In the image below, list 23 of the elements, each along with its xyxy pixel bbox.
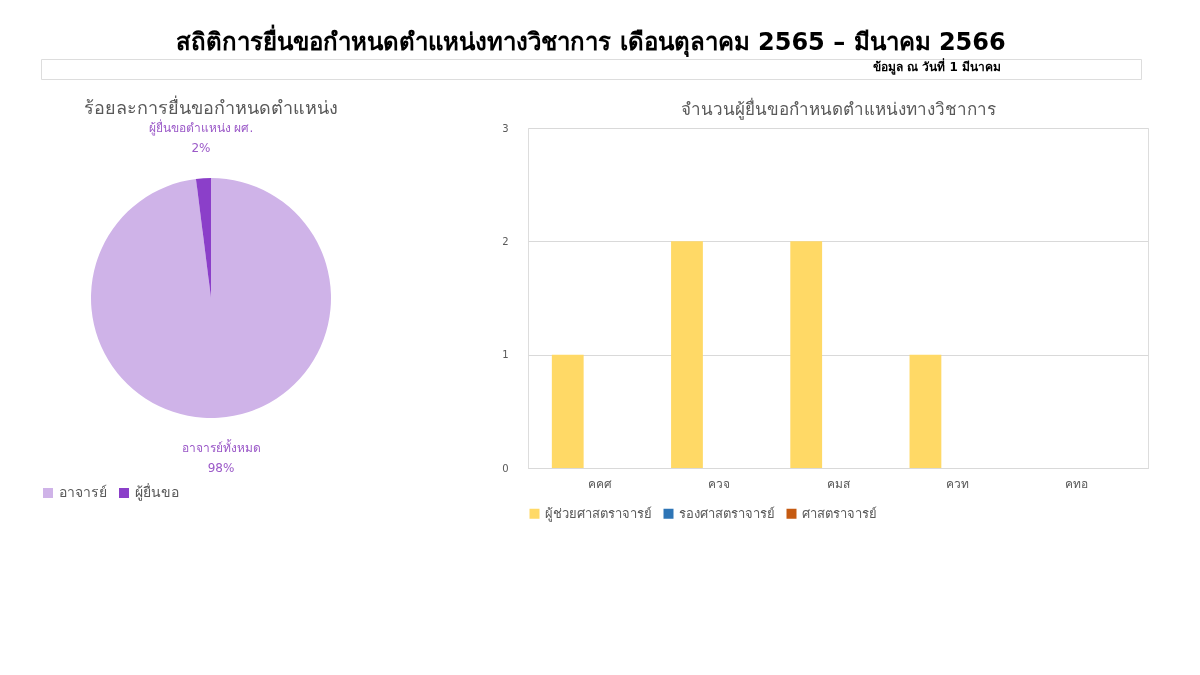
legend-label: รองศาสตราจารย์ <box>679 505 775 521</box>
text: สถิติการยื่นขอกำหนดตำแหน่งทางวิชาการ เดือนตุลาคม 2565 – มีนาคม 2566 <box>176 24 1006 58</box>
y-tick-label: 0 <box>502 462 509 474</box>
legend-label: อาจารย์ <box>59 484 107 500</box>
x-tick-label: ควท <box>945 476 969 491</box>
data-label: 98% <box>207 460 235 475</box>
y-tick-label: 3 <box>502 122 509 134</box>
data-label: 2% <box>191 141 211 156</box>
legend-label: ศาสตราจารย์ <box>802 505 877 521</box>
x-tick-label: คมส <box>826 476 851 491</box>
text: ข้อมูล ณ วันที่ 1 มีนาคม <box>872 58 1001 75</box>
text: อาจารย์ทั้งหมด <box>181 438 261 455</box>
chart-title: ร้อยละการยื่นขอกำหนดตำแหน่ง <box>84 95 338 119</box>
text: ผู้ยื่นขอตำแหน่ง ผศ. <box>148 119 254 137</box>
x-tick-label: ควจ <box>707 476 730 491</box>
chart-title: จำนวนผู้ยื่นขอกำหนดตำแหน่งทางวิชาการ <box>680 97 996 120</box>
x-tick-label: คคศ <box>587 476 612 491</box>
y-tick-label: 1 <box>502 349 509 361</box>
legend-label: ผู้ช่วยศาสตราจารย์ <box>545 505 652 522</box>
pie-slice <box>91 178 331 418</box>
y-tick-label: 2 <box>502 235 509 247</box>
legend-label: ผู้ยื่นขอ <box>135 483 179 501</box>
x-tick-label: คทอ <box>1064 476 1088 491</box>
